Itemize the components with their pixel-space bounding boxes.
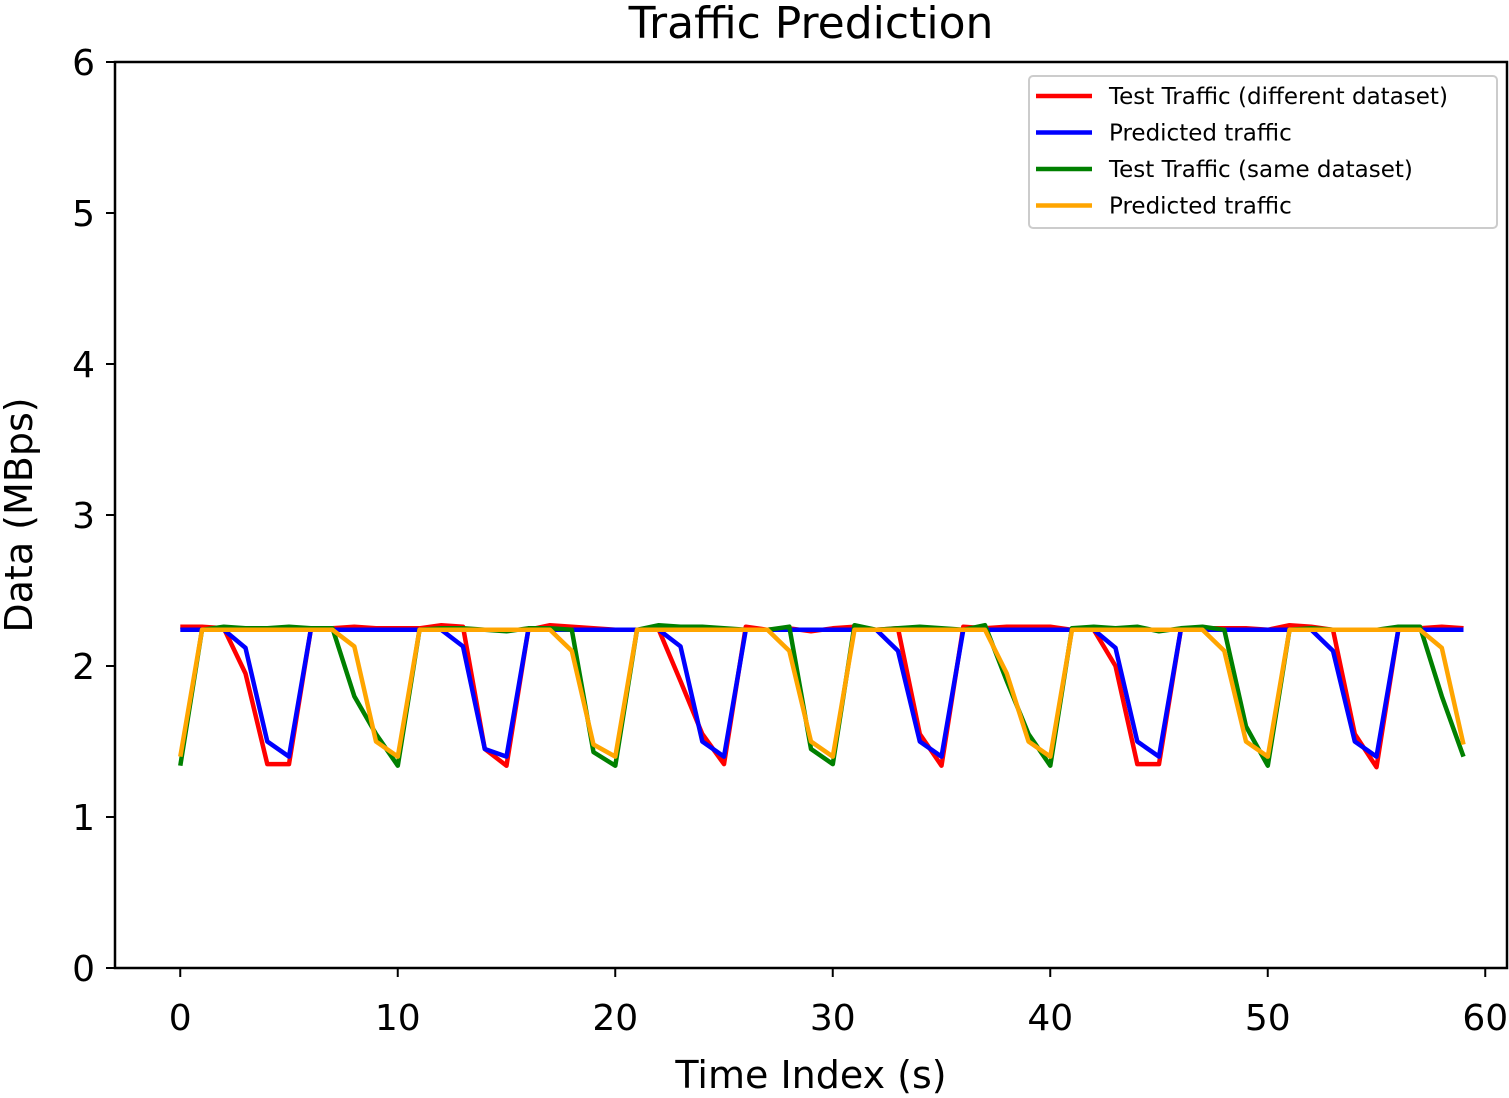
- y-tick-label: 1: [72, 798, 95, 839]
- legend: Test Traffic (different dataset) Predicte…: [1028, 75, 1498, 229]
- y-tick-label: 5: [72, 194, 95, 235]
- plot-lines: [178, 622, 1466, 770]
- y-axis-ticks: 0 1 2 3 4 5 6: [72, 43, 115, 990]
- chart-title: Traffic Prediction: [628, 0, 994, 49]
- y-axis-label: Data (MBps): [0, 397, 41, 632]
- x-tick-label: 40: [1027, 998, 1073, 1039]
- legend-label-3: Test Traffic (same dataset): [1108, 157, 1413, 183]
- x-tick-label: 60: [1462, 998, 1508, 1039]
- legend-label-2: Predicted traffic: [1109, 121, 1292, 147]
- legend-box: [1028, 75, 1498, 229]
- x-tick-label: 30: [810, 998, 856, 1039]
- legend-label-1: Test Traffic (different dataset): [1108, 84, 1448, 110]
- series-line-2: [180, 627, 1464, 759]
- y-tick-label: 4: [72, 345, 95, 386]
- x-tick-label: 50: [1245, 998, 1291, 1039]
- x-tick-label: 20: [592, 998, 638, 1039]
- series-line-4: [178, 627, 1466, 759]
- series-line-3: [178, 622, 1466, 768]
- legend-label-4: Predicted traffic: [1109, 194, 1292, 220]
- y-tick-label: 2: [72, 647, 95, 688]
- y-tick-label: 6: [72, 43, 95, 84]
- y-tick-label: 3: [72, 496, 95, 537]
- x-tick-label: 0: [169, 998, 192, 1039]
- x-tick-label: 10: [375, 998, 421, 1039]
- y-tick-label: 0: [72, 949, 95, 990]
- x-axis-label: Time Index (s): [674, 1053, 946, 1097]
- x-axis-ticks: 0 10 20 30 40 50 60: [169, 968, 1508, 1039]
